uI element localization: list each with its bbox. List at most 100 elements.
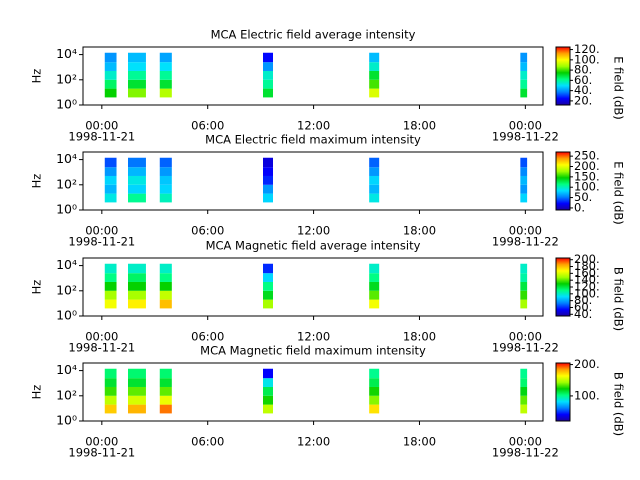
plot-frame: [82, 46, 544, 106]
spectrogram-cell: [263, 52, 273, 63]
spectrogram-cell: [369, 70, 380, 80]
spectrogram-cell: [159, 167, 172, 176]
y-tick-label: 10⁴: [56, 362, 77, 377]
x-tick-date: 1998-11-21: [68, 446, 135, 460]
colorbar-tick-label: 180.: [574, 259, 600, 273]
x-tick-label: 06:00: [191, 435, 224, 449]
x-tick-label: 18:00: [403, 119, 436, 133]
spectrogram-cell: [104, 157, 117, 168]
spectrogram-cell: [128, 281, 146, 291]
spectrogram-cell: [369, 263, 380, 274]
colorbar-label: B field (dB): [612, 267, 626, 331]
colorbar-tick-label: 200.: [574, 252, 600, 266]
x-tick-label: 00:00: [509, 330, 542, 344]
spectrogram-cell: [520, 395, 528, 405]
spectrogram-cell: [369, 52, 380, 63]
spectrogram-cell: [159, 70, 172, 80]
spectrogram-cell: [128, 79, 146, 89]
colorbar-tick-label: 80.: [574, 63, 592, 77]
spectrogram-cell: [159, 157, 172, 168]
spectrogram-cell: [263, 263, 273, 274]
spectrogram-cell: [104, 184, 117, 194]
spectrogram-cell: [104, 70, 117, 80]
spectrogram-cell: [520, 62, 528, 71]
spectrogram-cell: [128, 52, 146, 63]
spectrogram-cell: [159, 299, 172, 309]
x-tick-label: 12:00: [297, 435, 330, 449]
colorbar: [555, 46, 571, 106]
colorbar-tick-label: 50.: [574, 190, 592, 204]
spectrogram-cell: [128, 193, 146, 203]
spectrogram-cell: [128, 62, 146, 71]
spectrogram-cell: [104, 299, 117, 309]
x-tick-date: 1998-11-22: [492, 446, 559, 460]
spectrogram-cell: [369, 184, 380, 194]
spectrogram-cell: [263, 290, 273, 300]
spectrogram-cell: [128, 290, 146, 300]
x-tick-date: 1998-11-22: [492, 235, 559, 249]
colorbar-tick-label: 200.: [574, 357, 600, 371]
spectrogram-cell: [104, 273, 117, 282]
colorbar-tick-label: 140.: [574, 273, 600, 287]
colorbar-tick-label: 200.: [574, 159, 600, 173]
spectrogram-cell: [263, 404, 273, 414]
spectrogram-cell: [263, 88, 273, 98]
x-tick-label: 06:00: [191, 330, 224, 344]
y-axis-label: Hz: [30, 280, 44, 295]
y-tick-label: 10⁴: [56, 151, 77, 166]
spectrogram-cell: [263, 273, 273, 282]
spectrogram-cell: [159, 378, 172, 387]
colorbar: [555, 362, 571, 422]
spectrogram-cell: [263, 62, 273, 71]
colorbar-tick-label: 150.: [574, 169, 600, 183]
spectrogram-cell: [520, 184, 528, 194]
spectrogram-cell: [128, 386, 146, 396]
y-axis-label: Hz: [30, 385, 44, 400]
colorbar-tick-label: 40.: [574, 83, 592, 97]
spectrogram-cell: [369, 281, 380, 291]
spectrogram-cell: [369, 378, 380, 387]
colorbar-tick-label: 120.: [574, 42, 600, 56]
colorbar-tick-label: 20.: [574, 93, 592, 107]
spectrogram-cell: [128, 378, 146, 387]
chart-title: MCA Magnetic field average intensity: [206, 239, 421, 253]
y-tick-label: 10⁴: [56, 257, 77, 272]
spectrogram-cell: [104, 88, 117, 98]
spectrogram-cell: [128, 273, 146, 282]
colorbar-tick-label: 100.: [574, 388, 600, 402]
x-tick-label: 00:00: [85, 119, 118, 133]
spectrogram-cell: [520, 193, 528, 203]
x-tick-label: 00:00: [509, 119, 542, 133]
spectrogram-cell: [128, 299, 146, 309]
spectrogram-cell: [104, 175, 117, 185]
chart-title: MCA Electric field average intensity: [211, 28, 416, 42]
spectrogram-cell: [369, 157, 380, 168]
spectrogram-cell: [104, 79, 117, 89]
spectrogram-cell: [104, 368, 117, 379]
x-tick-label: 00:00: [85, 435, 118, 449]
x-tick-label: 00:00: [509, 435, 542, 449]
spectrogram-cell: [263, 70, 273, 80]
colorbar-tick-label: 80.: [574, 293, 592, 307]
x-tick-date: 1998-11-21: [68, 235, 135, 249]
x-tick-label: 18:00: [403, 224, 436, 238]
spectrogram-cell: [369, 193, 380, 203]
plot-frame: [82, 362, 544, 422]
spectrogram-cell: [520, 88, 528, 98]
spectrogram-cell: [263, 167, 273, 176]
spectrogram-cell: [520, 79, 528, 89]
colorbar-label: B field (dB): [612, 372, 626, 436]
spectrogram-cell: [159, 404, 172, 414]
colorbar-tick-label: 60.: [574, 73, 592, 87]
spectrogram-cell: [520, 167, 528, 176]
spectrogram-cell: [128, 263, 146, 274]
spectrogram-cell: [104, 290, 117, 300]
spectrogram-cell: [520, 70, 528, 80]
spectrogram-cell: [128, 70, 146, 80]
y-tick-label: 10⁰: [56, 308, 77, 323]
y-tick-label: 10⁴: [56, 46, 77, 61]
spectrogram-cell: [128, 167, 146, 176]
x-tick-label: 06:00: [191, 119, 224, 133]
